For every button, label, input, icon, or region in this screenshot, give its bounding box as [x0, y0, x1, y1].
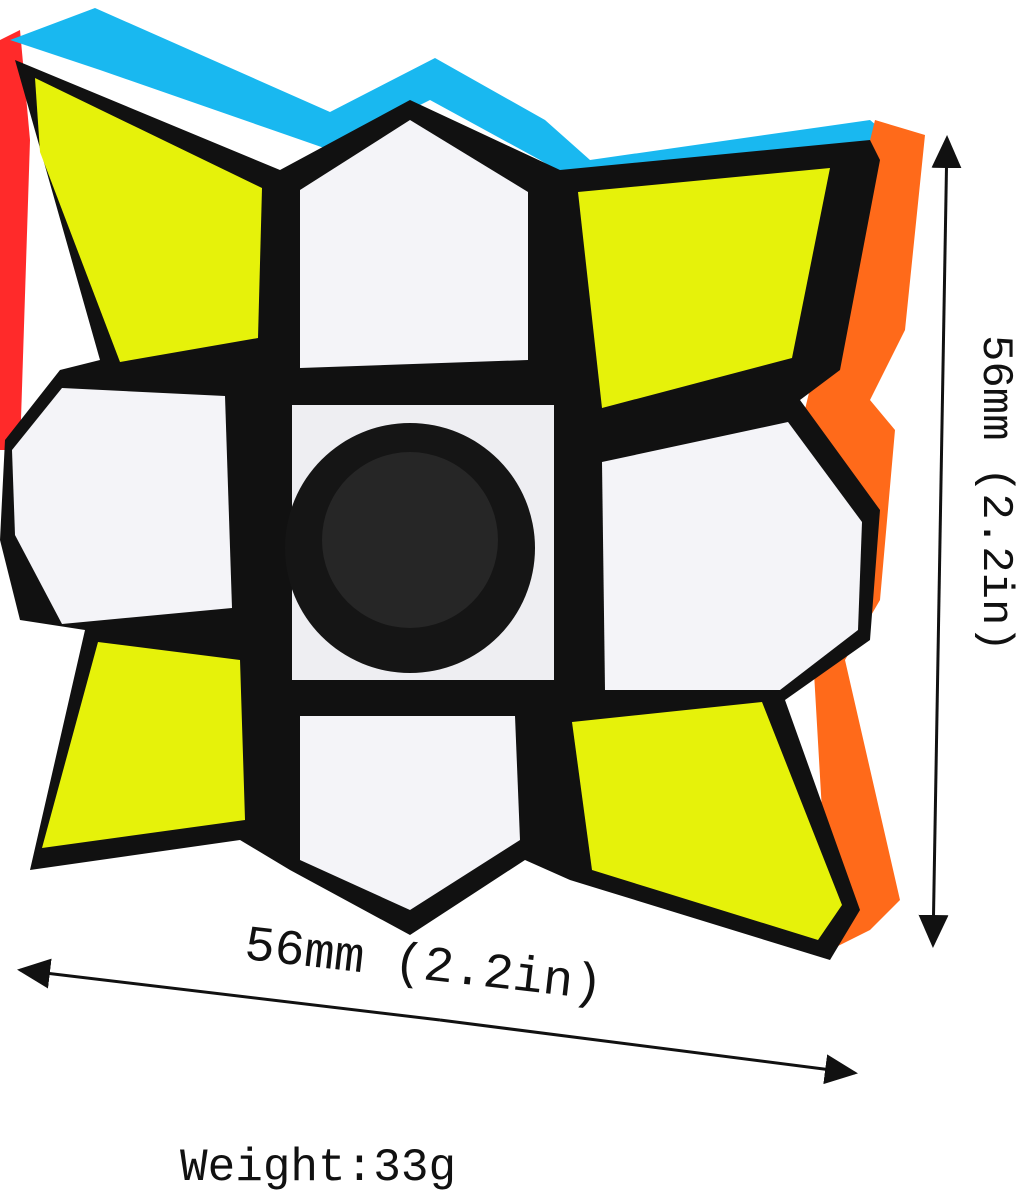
weight-label: Weight:33g: [180, 1142, 457, 1194]
height-arrow: [918, 539, 949, 948]
height-arrow: [931, 135, 962, 541]
side-left-red: [0, 30, 30, 450]
corner-sticker-top-left: [35, 78, 262, 362]
corner-sticker-bottom-left: [42, 642, 245, 848]
edge-sticker-left: [12, 388, 232, 624]
width-arrow: [439, 1018, 858, 1085]
side-top-blue: [10, 8, 900, 190]
corner-sticker-bottom-right: [572, 702, 842, 940]
center-cap-inner: [322, 452, 498, 628]
height-dimension-label: 56mm (2.2in): [970, 335, 1020, 652]
width-arrow: [17, 958, 441, 1022]
spinner-cube: [0, 8, 925, 960]
edge-sticker-right: [602, 422, 862, 690]
edge-sticker-bottom: [300, 716, 520, 910]
corner-sticker-top-right: [578, 168, 830, 408]
edge-sticker-top: [300, 120, 528, 368]
